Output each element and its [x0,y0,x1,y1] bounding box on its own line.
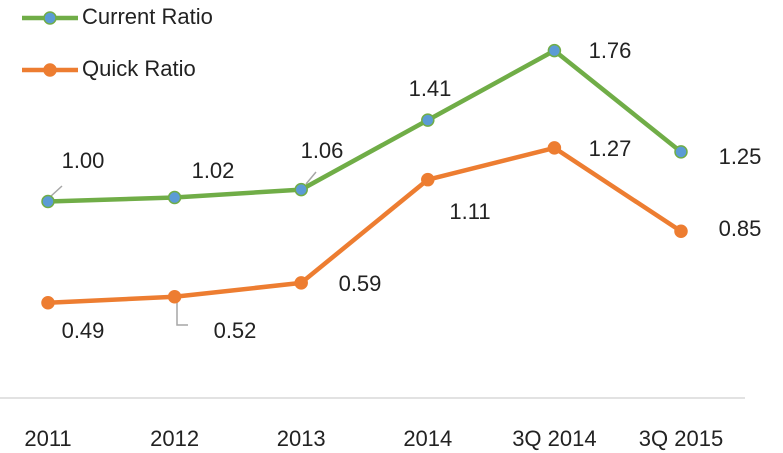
x-tick-label: 3Q 2015 [639,426,723,451]
marker [167,190,182,205]
leader-line [176,300,188,326]
marker [294,276,308,290]
legend-marker [43,63,57,77]
x-tick-label: 3Q 2014 [512,426,596,451]
data-label: 0.85 [719,216,762,241]
marker [674,224,688,239]
marker [547,43,562,58]
leader-line [305,171,317,185]
leader-line [49,185,63,198]
legend-label: Quick Ratio [82,56,196,81]
data-label: 0.49 [62,318,105,343]
line [47,48,683,204]
data-label: 0.52 [214,318,257,343]
x-tick-label: 2011 [24,426,71,451]
legend-label: Current Ratio [82,4,213,29]
marker [421,113,435,127]
data-label: 0.59 [339,271,382,296]
marker [421,172,435,187]
data-label: 1.41 [409,76,452,101]
x-tick-label: 2013 [277,426,326,451]
data-label: 1.25 [719,144,762,169]
line [47,145,683,305]
data-label: 1.76 [589,38,632,63]
marker [547,141,562,155]
legend-marker [43,11,57,25]
marker [674,145,688,159]
data-label: 1.00 [62,148,105,173]
marker [41,295,55,310]
x-tick-label: 2014 [403,426,452,451]
data-label: 1.06 [301,138,344,163]
data-label: 1.27 [589,136,632,161]
marker [294,182,308,197]
marker [167,290,182,304]
data-label: 1.02 [192,158,235,183]
x-tick-label: 2012 [150,426,199,451]
data-label: 1.11 [449,199,490,224]
marker [41,194,55,209]
